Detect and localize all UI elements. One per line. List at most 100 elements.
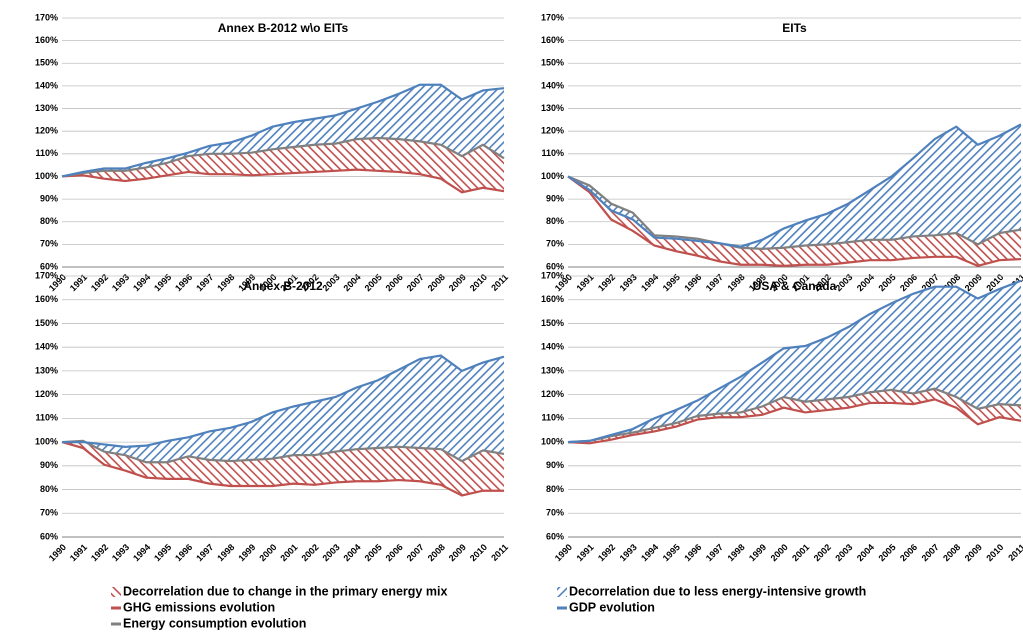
y-tick-label: 80%: [546, 216, 564, 226]
y-tick-label: 120%: [35, 126, 58, 136]
x-tick-label: 2001: [278, 542, 299, 563]
series-line: GHG emissions evolution: [61, 441, 504, 497]
x-tick-label: 2010: [468, 542, 489, 563]
chart-title: USA & Canada: [753, 279, 837, 293]
x-tick-label: 2011: [489, 542, 510, 563]
x-tick-label: 2001: [790, 542, 811, 563]
x-tick-label: 2002: [299, 542, 320, 563]
x-tick-label: 1992: [596, 272, 617, 293]
y-tick-label: 140%: [35, 342, 58, 352]
series-line: GHG emissions evolution: [61, 168, 505, 194]
x-tick-label: 2002: [812, 542, 833, 563]
x-tick-label: 2007: [920, 542, 941, 563]
x-tick-label: 2000: [769, 542, 790, 563]
y-tick-label: 170%: [35, 12, 58, 22]
y-tick-label: 110%: [541, 148, 564, 158]
legend-swatch: [111, 587, 121, 597]
y-tick-label: 60%: [546, 261, 564, 271]
chart: 60% 70% 80% 90% 100% 110% 120% 130% 140% 150% 160%…: [35, 12, 510, 293]
x-tick-label: 1997: [194, 542, 215, 563]
y-tick-label: 70%: [40, 508, 58, 518]
y-tick-label: 100%: [35, 171, 58, 181]
chart: 60% 70% 80% 90% 100% 110% 120% 130% 140% 150% 160%…: [541, 270, 1023, 563]
y-tick-label: 60%: [546, 531, 564, 541]
x-tick-label: 1996: [173, 542, 194, 563]
x-tick-label: 1996: [682, 272, 703, 293]
x-tick-label: 1995: [661, 542, 682, 563]
legend: Decorrelation due to change in the prima…: [111, 584, 866, 630]
series-line: Energy consumption evolution: [567, 175, 1022, 250]
x-tick-label: 2005: [363, 272, 384, 293]
chart: 60% 70% 80% 90% 100% 110% 120% 130% 140% 150% 160%…: [541, 12, 1023, 293]
x-tick-label: 1991: [68, 272, 89, 293]
x-tick-label: 2008: [426, 542, 447, 563]
x-tick-label: 2003: [833, 542, 854, 563]
x-tick-label: 1993: [110, 542, 131, 563]
hatch-area: [62, 84, 504, 177]
x-tick-label: 1998: [725, 542, 746, 563]
y-tick-label: 90%: [40, 460, 58, 470]
x-tick-label: 2004: [342, 272, 363, 293]
x-tick-label: 2008: [426, 272, 447, 293]
x-tick-label: 1998: [215, 542, 236, 563]
x-tick-label: 1990: [553, 542, 574, 563]
x-tick-label: 1992: [89, 272, 110, 293]
x-tick-label: 2003: [320, 542, 341, 563]
y-tick-label: 140%: [541, 80, 564, 90]
y-tick-label: 70%: [546, 239, 564, 249]
y-tick-label: 140%: [35, 80, 58, 90]
x-tick-label: 1995: [661, 272, 682, 293]
legend-label: GHG emissions evolution: [123, 600, 275, 614]
x-tick-label: 1995: [152, 542, 173, 563]
x-tick-label: 1990: [47, 542, 68, 563]
x-tick-label: 2004: [342, 542, 363, 563]
y-tick-label: 150%: [35, 58, 58, 68]
hatch-area: [568, 388, 1021, 444]
x-tick-label: 2008: [941, 542, 962, 563]
chart-title: Annex B-2012 w\o EITs: [218, 21, 349, 35]
series-line: GHG emissions evolution: [567, 175, 1022, 268]
x-tick-label: 1998: [215, 272, 236, 293]
series-line: GHG emissions evolution: [567, 398, 1022, 445]
legend-label: Decorrelation due to less energy-intensi…: [569, 584, 866, 598]
x-tick-label: 2005: [876, 542, 897, 563]
y-tick-label: 110%: [541, 413, 564, 423]
hatch-area: [568, 176, 1021, 266]
x-tick-label: 2006: [384, 542, 405, 563]
y-tick-label: 170%: [541, 12, 564, 22]
x-tick-label: 2009: [447, 272, 468, 293]
x-tick-label: 2010: [468, 272, 489, 293]
y-tick-label: 60%: [40, 261, 58, 271]
x-tick-label: 2003: [833, 272, 854, 293]
x-tick-label: 1996: [173, 272, 194, 293]
x-tick-label: 2010: [984, 542, 1005, 563]
x-tick-label: 1995: [152, 272, 173, 293]
x-tick-label: 1992: [89, 542, 110, 563]
chart-title: EITs: [782, 21, 807, 35]
legend-label: GDP evolution: [569, 600, 655, 614]
x-tick-label: 2005: [363, 542, 384, 563]
y-tick-label: 120%: [35, 389, 58, 399]
x-tick-label: 1998: [725, 272, 746, 293]
x-tick-label: 2006: [384, 272, 405, 293]
y-tick-label: 60%: [40, 531, 58, 541]
x-tick-label: 1997: [194, 272, 215, 293]
x-tick-label: 1994: [131, 542, 152, 563]
y-tick-label: 130%: [35, 103, 58, 113]
y-tick-label: 160%: [35, 35, 58, 45]
y-tick-label: 80%: [546, 484, 564, 494]
y-tick-label: 90%: [546, 460, 564, 470]
y-tick-label: 140%: [541, 342, 564, 352]
y-tick-label: 150%: [541, 318, 564, 328]
x-tick-label: 2006: [898, 542, 919, 563]
x-tick-label: 2011: [489, 272, 510, 293]
x-tick-label: 2005: [876, 272, 897, 293]
legend-label: Energy consumption evolution: [123, 616, 306, 630]
x-tick-label: 1993: [618, 272, 639, 293]
series-line: Energy consumption evolution: [567, 387, 1022, 444]
y-tick-label: 170%: [541, 270, 564, 280]
y-tick-label: 90%: [40, 193, 58, 203]
y-tick-label: 170%: [35, 270, 58, 280]
series-line: GDP evolution: [61, 83, 505, 178]
chart: 60% 70% 80% 90% 100% 110% 120% 130% 140% 150% 160%…: [35, 270, 510, 563]
